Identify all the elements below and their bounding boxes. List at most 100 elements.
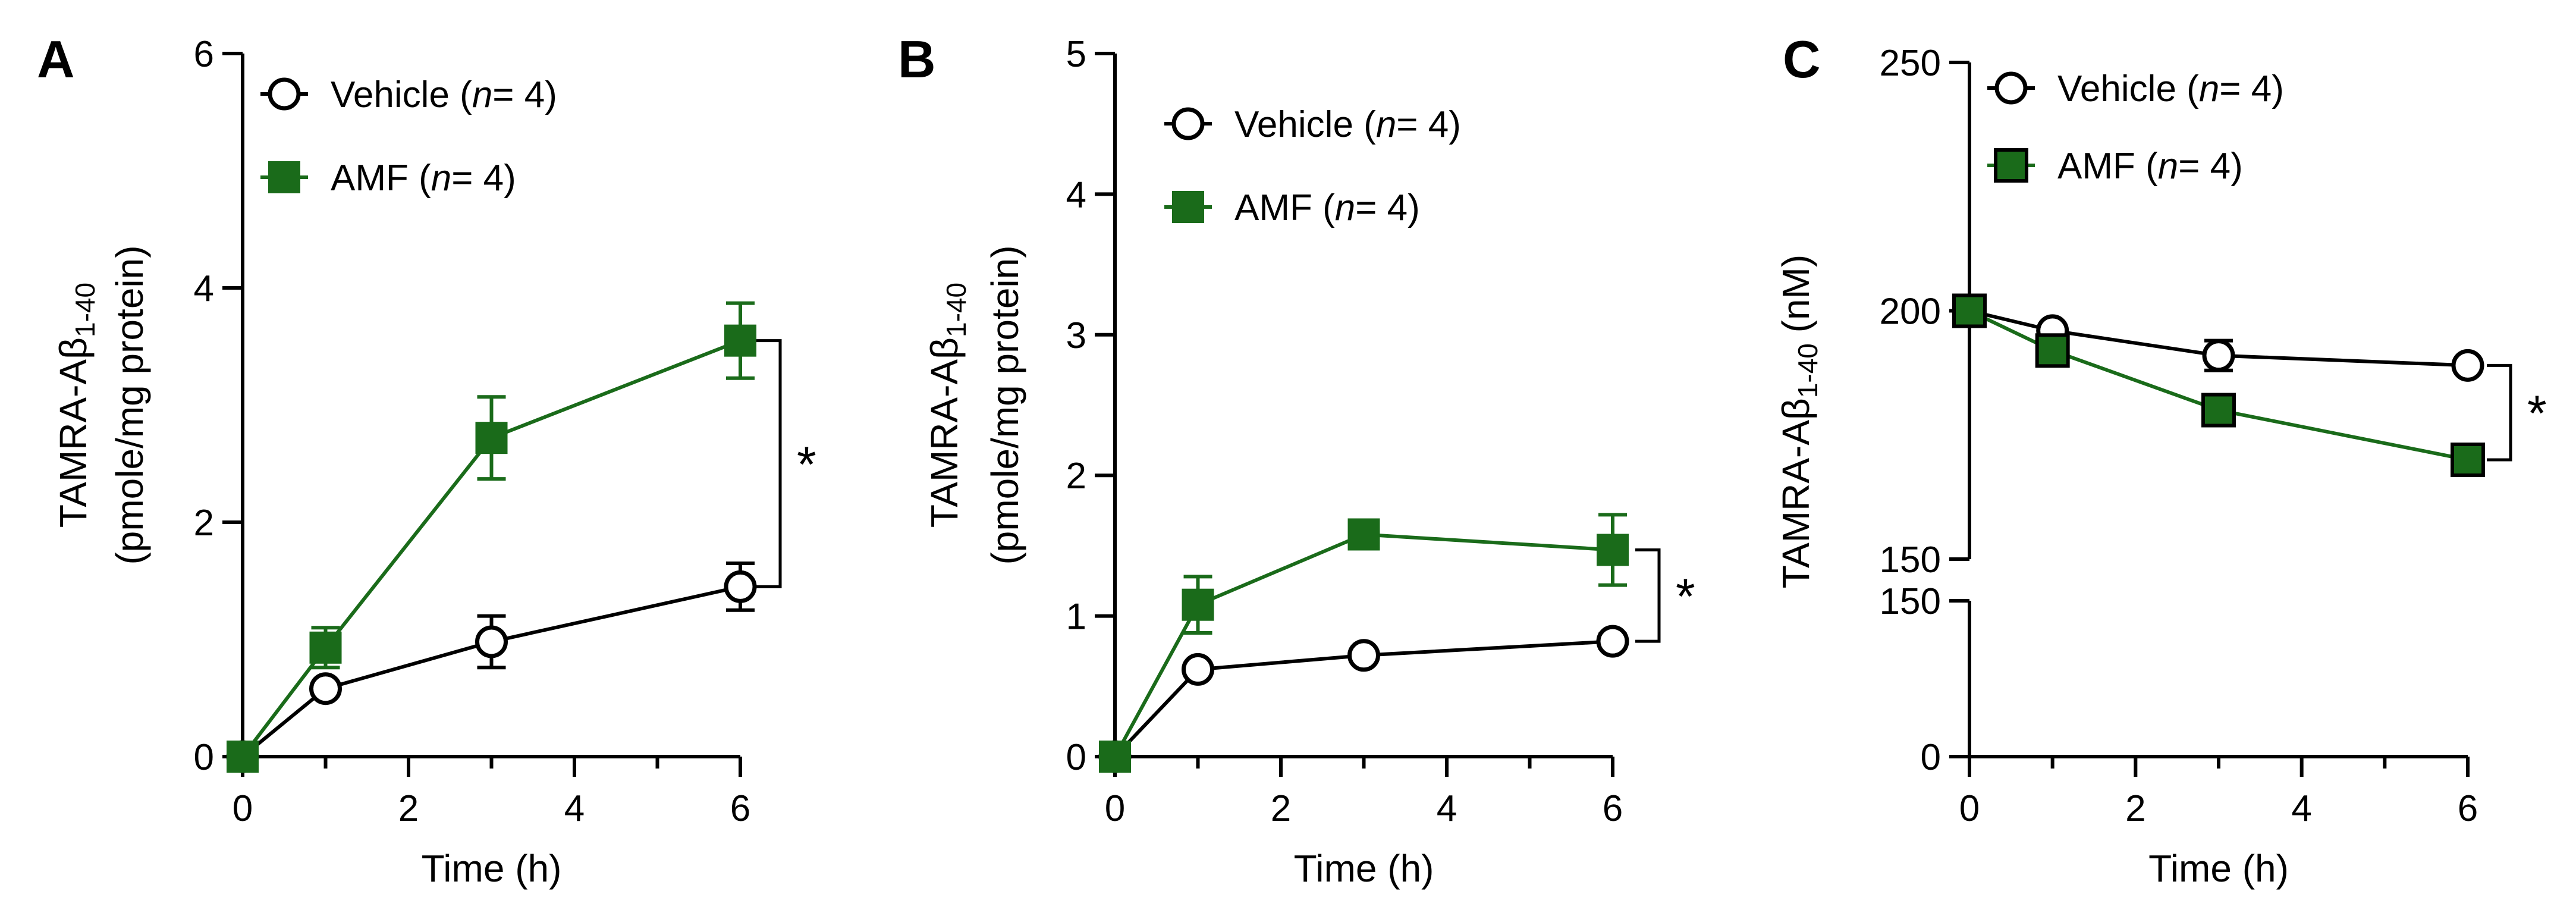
panel-letter: B (898, 30, 936, 89)
legend-n-label: n (1376, 104, 1396, 145)
legend-marker-vehicle (268, 77, 301, 111)
y-tick-label-upper: 150 (1880, 540, 1941, 581)
legend-label: Vehicle (n= 4) (1234, 104, 1461, 145)
legend-n-label: n (2199, 68, 2219, 109)
x-tick-label: 2 (2125, 788, 2145, 829)
y-tick-label-lower: 150 (1880, 581, 1941, 622)
legend-n-value: = 4) (1355, 187, 1420, 228)
series-line-vehicle (241, 585, 741, 758)
data-point-vehicle (309, 672, 342, 705)
data-point-amf (1952, 293, 1987, 328)
legend-series-name: Vehicle (331, 74, 450, 115)
data-point-vehicle (2451, 349, 2484, 382)
legend-label: Vehicle (n= 4) (2057, 68, 2284, 109)
legend-n-label: n (1335, 187, 1355, 228)
y-axis-title: TAMRA-Aβ1-40 (nM) (1774, 255, 1823, 588)
panel-c-chart: C 150 200 250 0 150 0 2 4 6 Time (h) TAMRA-Aβ1-40 (… (1774, 30, 2547, 890)
y-axis-title-prefix: TAMRA-A (923, 359, 966, 528)
data-point-vehicle (724, 570, 757, 603)
series-line-amf (241, 338, 742, 758)
data-point-vehicle (1347, 639, 1380, 672)
x-tick-label: 0 (1959, 788, 1980, 829)
panel-letter: A (37, 30, 75, 89)
significance-bracket (1635, 548, 1661, 643)
y-axis-title-subscript: 1-40 (1792, 343, 1823, 398)
legend-n-value: = 4) (492, 74, 557, 115)
legend-paren: ( (1312, 187, 1335, 228)
significance-bracket (2487, 363, 2512, 462)
panel-letter: C (1783, 30, 1821, 89)
y-tick-label: 4 (1066, 174, 1086, 215)
legend-n-label: n (472, 74, 492, 115)
panel-b-chart: B 0 1 2 3 4 5 0 2 4 6 Time (h) TAMRA-Aβ1-40 (pmole/mg… (898, 30, 1695, 890)
legend-marker-amf (268, 161, 300, 193)
y-axis-title-line2: (pmole/mg protein) (108, 245, 151, 564)
x-axis-title: Time (h) (1294, 847, 1434, 890)
y-axis-title-greek: β (52, 337, 95, 359)
data-point-amf (1099, 741, 1131, 773)
data-point-amf (724, 324, 756, 357)
data-point-amf (1182, 588, 1214, 621)
legend-marker-amf (1172, 191, 1204, 223)
legend-n-value: = 4) (451, 158, 516, 199)
data-point-amf (2201, 393, 2236, 428)
legend-paren: ( (2176, 68, 2199, 109)
legend-n-value: = 4) (2219, 68, 2284, 109)
x-axis-title: Time (h) (2148, 847, 2289, 890)
y-tick-label: 4 (194, 268, 214, 309)
y-axis-title-line2: (pmole/mg protein) (984, 245, 1026, 564)
legend-label: AMF (n= 4) (331, 158, 516, 199)
y-axis-title-greek: β (1774, 398, 1817, 420)
data-point-vehicle (2202, 339, 2235, 372)
x-tick-label: 4 (1437, 788, 1457, 829)
y-tick-label-lower: 0 (1921, 737, 1941, 778)
x-tick-label: 4 (564, 788, 585, 829)
series-line-vehicle (1969, 309, 2468, 368)
x-axis-title: Time (h) (422, 847, 562, 890)
data-point-amf (2451, 443, 2485, 477)
data-point-amf (1597, 534, 1629, 566)
y-tick-label: 5 (1066, 34, 1086, 75)
legend-series-name: AMF (1234, 187, 1312, 228)
x-tick-label: 6 (730, 788, 750, 829)
significance-bracket (756, 339, 782, 588)
data-point-vehicle (475, 625, 508, 658)
legend-paren: ( (1353, 104, 1376, 145)
series-line-vehicle (1113, 639, 1613, 758)
y-tick-label-upper: 250 (1880, 43, 1941, 84)
data-point-amf (309, 631, 342, 664)
x-tick-label: 2 (398, 788, 419, 829)
legend-series-name: Vehicle (1234, 104, 1353, 145)
y-axis-title-subscript: 1-40 (941, 283, 972, 337)
y-axis-title-unit: (nM) (1774, 255, 1817, 343)
legend-marker-amf (1994, 148, 2028, 183)
legend-n-value: = 4) (2178, 146, 2243, 187)
y-axis-title: TAMRA-Aβ1-40 (52, 283, 100, 528)
legend-marker-vehicle (1994, 71, 2028, 105)
y-axis-title-subscript: 1-40 (70, 283, 100, 337)
x-tick-label: 4 (2291, 788, 2311, 829)
data-point-vehicle (1182, 653, 1214, 686)
significance-star: * (1676, 568, 1695, 624)
legend-paren: ( (409, 158, 431, 199)
series-line-amf (1968, 309, 2468, 462)
y-tick-label: 2 (1066, 456, 1086, 497)
legend-series-name: AMF (331, 158, 409, 199)
y-axis-title-prefix: TAMRA-A (1774, 420, 1817, 589)
data-point-amf (1347, 518, 1380, 551)
legend-label: AMF (n= 4) (1234, 187, 1420, 228)
x-tick-label: 0 (233, 788, 253, 829)
legend-paren: ( (450, 74, 472, 115)
y-tick-label: 2 (194, 503, 214, 544)
data-point-amf (227, 741, 259, 773)
x-tick-label: 0 (1105, 788, 1125, 829)
data-point-amf (2035, 333, 2070, 368)
legend-label: Vehicle (n= 4) (331, 74, 557, 115)
legend-marker-vehicle (1171, 107, 1205, 140)
x-tick-label: 6 (1603, 788, 1623, 829)
legend-n-label: n (2158, 146, 2178, 187)
y-axis-title-greek: β (923, 337, 966, 359)
legend-paren: ( (2135, 146, 2158, 187)
